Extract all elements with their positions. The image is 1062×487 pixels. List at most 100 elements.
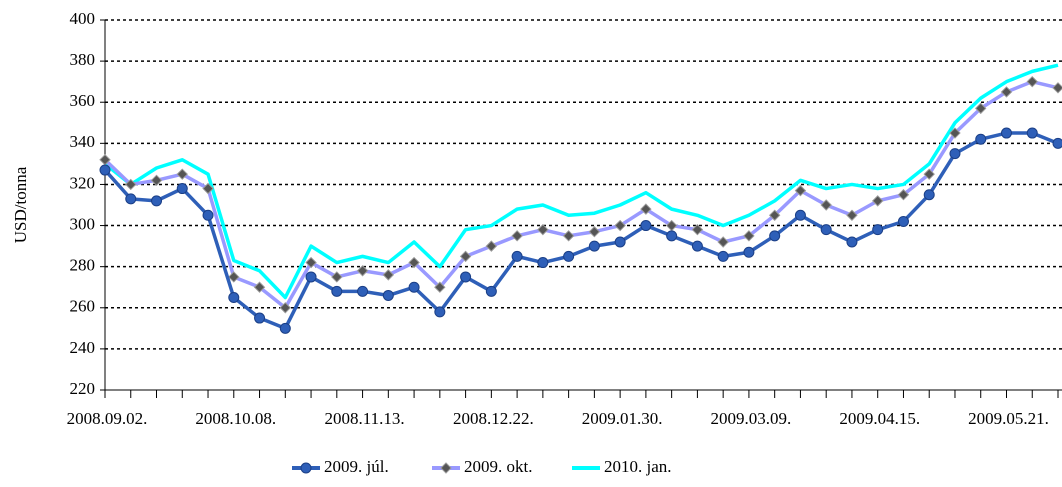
series-line: [103, 63, 1059, 300]
data-point: [897, 215, 909, 227]
x-tick-label: 2009.01.30.: [582, 409, 663, 428]
data-point: [485, 285, 497, 297]
data-point: [975, 133, 987, 145]
data-point: [228, 271, 240, 283]
y-tick-label: 220: [70, 379, 96, 398]
data-point: [794, 209, 806, 221]
data-point: [768, 209, 781, 221]
data-point: [820, 199, 832, 211]
x-tick-label: 2008.11.13.: [325, 409, 405, 428]
data-point: [717, 250, 729, 262]
data-point: [99, 164, 111, 176]
data-point: [846, 236, 858, 248]
data-point: [305, 271, 317, 283]
data-point: [357, 285, 369, 297]
data-point: [614, 219, 626, 232]
data-point: [743, 246, 755, 258]
y-axis-label: USD/tonna: [11, 166, 30, 243]
data-point: [691, 240, 703, 252]
y-tick-label: 380: [70, 50, 96, 69]
y-tick-label: 260: [70, 297, 96, 316]
data-point: [717, 236, 729, 248]
data-point: [871, 195, 884, 207]
data-point: [794, 184, 807, 197]
series-line: [103, 131, 1059, 331]
legend-label: 2009. okt.: [464, 457, 532, 476]
data-point: [279, 322, 291, 334]
data-point: [872, 224, 884, 236]
data-point: [125, 193, 137, 205]
data-point: [408, 281, 420, 293]
data-point: [202, 209, 214, 221]
data-point: [382, 289, 394, 301]
x-tick-label: 2008.10.08.: [195, 409, 276, 428]
data-point: [897, 189, 910, 201]
x-tick-label: 2008.09.02.: [67, 409, 148, 428]
legend-label: 2010. jan.: [604, 457, 672, 476]
data-point: [176, 168, 188, 180]
data-point: [1000, 127, 1012, 139]
data-point: [125, 178, 137, 191]
y-tick-label: 320: [70, 173, 96, 192]
data-point: [331, 271, 343, 283]
data-point: [408, 256, 420, 269]
series-line: [103, 79, 1059, 310]
data-point: [254, 312, 266, 324]
data-point: [923, 189, 935, 201]
data-point: [279, 302, 292, 314]
data-point: [846, 209, 858, 221]
y-tick-label: 340: [70, 132, 96, 151]
data-point: [537, 223, 549, 236]
data-point: [1052, 82, 1062, 94]
data-point: [228, 292, 240, 303]
y-tick-label: 360: [70, 91, 96, 110]
data-point: [460, 271, 472, 283]
data-point: [1026, 75, 1038, 88]
data-point: [485, 240, 498, 252]
data-point: [382, 269, 395, 281]
data-point: [691, 223, 704, 236]
data-point: [459, 250, 472, 263]
data-point: [305, 256, 317, 269]
data-point: [640, 220, 652, 232]
data-point: [434, 306, 446, 318]
legend-label: 2009. júl.: [324, 457, 389, 476]
data-point: [588, 240, 600, 252]
data-point: [151, 195, 163, 207]
data-point: [1026, 127, 1038, 139]
data-point: [820, 224, 832, 236]
data-point: [511, 230, 523, 242]
data-point: [949, 127, 961, 139]
data-point: [666, 230, 678, 242]
data-point: [356, 265, 369, 277]
data-point: [588, 226, 601, 238]
data-point: [202, 182, 214, 195]
y-tick-label: 300: [70, 214, 96, 233]
x-tick-label: 2008.12.22.: [453, 409, 534, 428]
data-point: [537, 257, 549, 269]
data-point: [949, 148, 961, 160]
x-tick-label: 2009.03.09.: [711, 409, 792, 428]
y-tick-label: 240: [70, 338, 96, 357]
data-point: [923, 168, 935, 180]
legend-marker: [300, 462, 312, 474]
data-point: [975, 102, 987, 115]
data-point: [640, 203, 652, 215]
data-point: [150, 174, 163, 187]
data-point: [1000, 86, 1013, 98]
data-point: [434, 281, 446, 293]
legend-marker: [440, 462, 452, 474]
data-point: [176, 183, 188, 195]
data-point: [563, 250, 575, 262]
data-point: [253, 281, 266, 293]
x-tick-label: 2009.04.15.: [839, 409, 920, 428]
y-tick-label: 400: [70, 9, 96, 28]
y-tick-label: 280: [70, 256, 96, 275]
data-point: [511, 250, 523, 262]
x-tick-label: 2009.05.21.: [968, 409, 1049, 428]
data-point: [331, 285, 343, 297]
data-point: [743, 230, 755, 242]
data-point: [1052, 137, 1062, 149]
data-point: [769, 230, 781, 242]
